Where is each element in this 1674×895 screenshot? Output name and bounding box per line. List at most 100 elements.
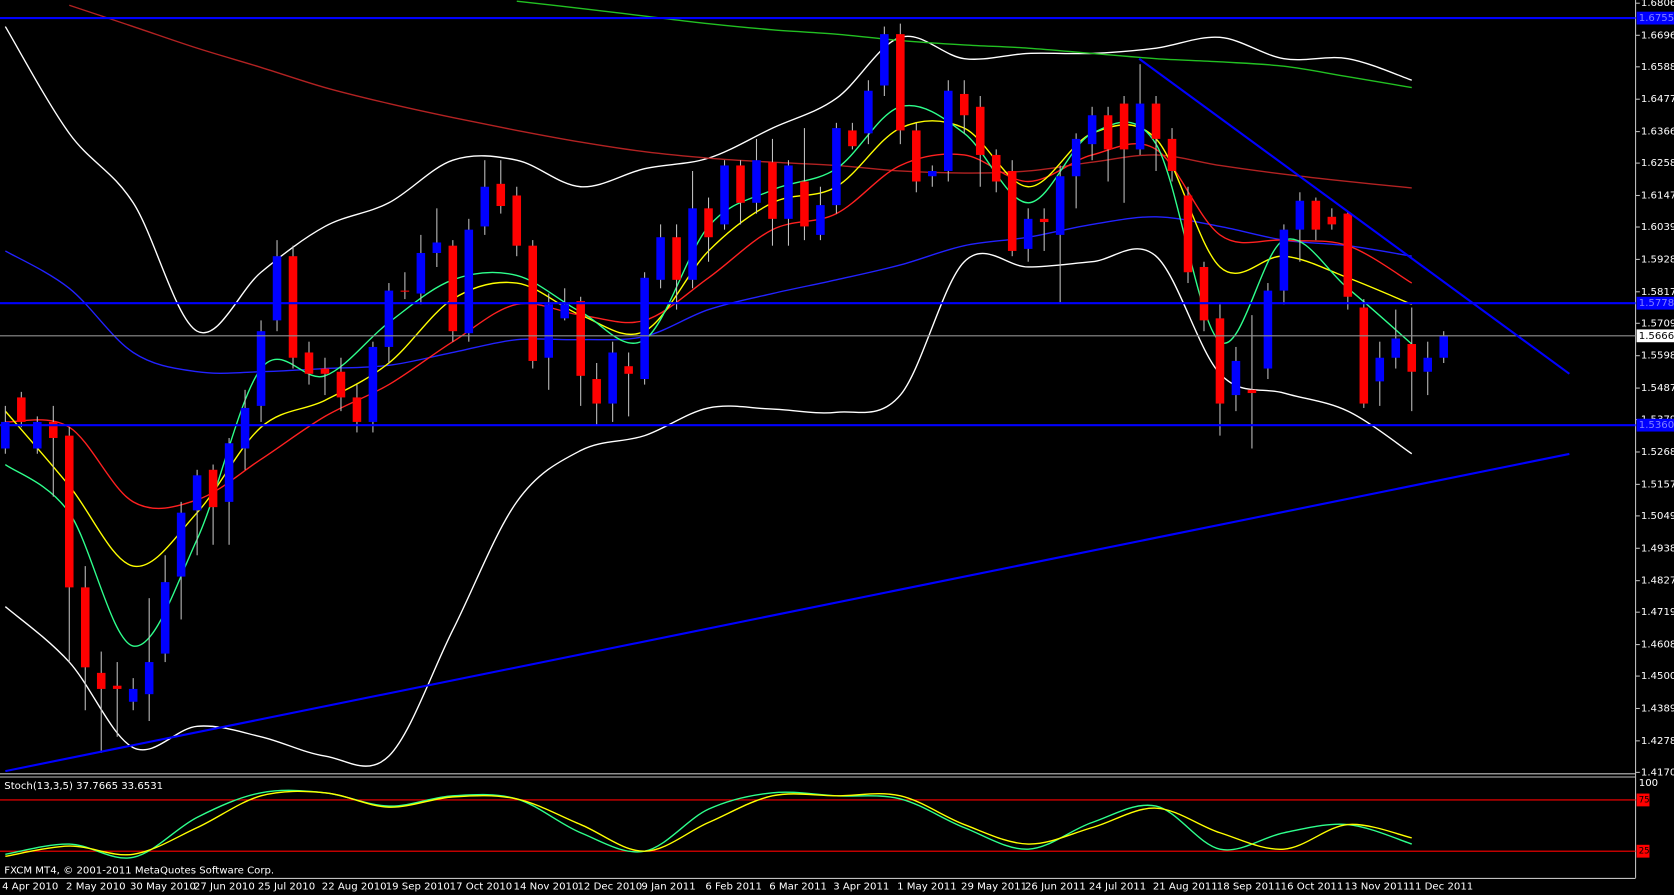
candle-body	[480, 186, 490, 227]
candle-body	[1391, 338, 1401, 358]
y-tick-label: 1.45000	[1641, 671, 1674, 682]
candle-body	[640, 277, 649, 380]
candle-body	[1263, 290, 1273, 369]
candle-body	[592, 379, 601, 404]
candle-body	[368, 346, 378, 422]
x-tick-label: 21 Aug 2011	[1153, 881, 1218, 892]
x-tick-label: 12 Dec 2010	[577, 881, 642, 892]
candle-body	[1183, 195, 1193, 273]
candle-body	[832, 128, 841, 206]
x-tick-label: 2 May 2010	[66, 881, 126, 892]
candle-body	[544, 304, 553, 358]
candle-body	[1039, 218, 1049, 223]
x-tick-label: 3 Apr 2011	[833, 881, 889, 892]
y-tick-label: 1.54870	[1641, 383, 1674, 394]
y-tick-label: 1.49380	[1641, 543, 1674, 554]
y-tick-label: 1.50490	[1641, 511, 1674, 522]
stoch-line	[5, 790, 1412, 858]
y-tick-label: 1.43890	[1641, 703, 1674, 714]
candle-body	[49, 421, 58, 438]
price-label-box	[1636, 329, 1674, 343]
candle-body	[1119, 103, 1129, 150]
y-tick-label: 1.57090	[1641, 318, 1674, 329]
price-label: 1.67550	[1639, 13, 1674, 24]
y-tick-label: 1.58170	[1641, 287, 1674, 298]
price-label-box	[1636, 418, 1674, 432]
x-tick-label: 29 May 2011	[961, 881, 1027, 892]
candle-body	[464, 229, 474, 334]
candle-body	[33, 421, 42, 449]
candle-body	[80, 587, 90, 668]
candle-body	[1423, 357, 1433, 372]
candle-body	[864, 90, 873, 134]
y-tick-label: 1.64770	[1641, 94, 1674, 105]
y-tick-label: 75	[1639, 795, 1650, 805]
candle-body	[1311, 200, 1321, 230]
candle-body	[112, 685, 122, 689]
candle-body	[1199, 266, 1209, 321]
x-tick-label: 16 Oct 2011	[1281, 881, 1344, 892]
indicator-line	[4, 26, 1412, 334]
candle-body	[448, 245, 458, 332]
candle-body	[384, 290, 394, 347]
x-tick-label: 30 May 2010	[130, 881, 196, 892]
x-tick-label: 9 Jan 2011	[641, 881, 695, 892]
x-tick-label: 13 Nov 2011	[1345, 881, 1410, 892]
candle-body	[1359, 307, 1369, 404]
candle-body	[272, 256, 282, 321]
level-label-box	[1636, 844, 1650, 858]
price-label-box	[1636, 296, 1674, 310]
footer: FXCM MT4, © 2001-2011 MetaQuotes Softwar…	[4, 865, 274, 876]
x-tick-label: 17 Oct 2010	[450, 881, 513, 892]
indicator-line	[4, 248, 1413, 767]
x-tick-label: 27 Jun 2010	[194, 881, 255, 892]
candle-body	[944, 90, 953, 171]
candle-body	[224, 443, 234, 502]
candle-body	[768, 162, 777, 219]
y-tick-label: 1.60390	[1641, 222, 1674, 233]
candle-body	[1055, 176, 1065, 235]
candle-body	[208, 469, 218, 508]
candle-body	[800, 181, 809, 227]
candle-body	[1215, 318, 1225, 404]
y-tick-label: 1.46080	[1641, 640, 1674, 651]
trendline	[5, 452, 1570, 773]
candle-body	[896, 34, 905, 131]
y-tick-label: 100	[1639, 778, 1658, 789]
x-tick-label: 18 Sep 2011	[1217, 881, 1281, 892]
stoch-line	[5, 789, 1412, 859]
candle-body	[192, 475, 202, 511]
y-tick-label: 1.59280	[1641, 254, 1674, 265]
y-tick-label: 25	[1639, 847, 1650, 857]
price-label: 1.57780	[1639, 298, 1674, 309]
candle-body	[1167, 138, 1177, 171]
candle-body	[1295, 200, 1305, 230]
candle-body	[1135, 103, 1145, 150]
y-tick-label: 1.66960	[1641, 30, 1674, 41]
x-tick-label: 24 Jul 2011	[1089, 881, 1146, 892]
candle-body	[1343, 213, 1353, 297]
candle-body	[496, 183, 506, 207]
candle-body	[1407, 344, 1417, 372]
y-tick-label: 1.51570	[1641, 479, 1674, 490]
candle-body	[288, 256, 298, 358]
price-label: 1.53600	[1639, 420, 1674, 431]
x-tick-label: 4 Apr 2010	[2, 881, 58, 892]
indicator-line	[5, 143, 1413, 510]
candle-body	[352, 397, 362, 422]
candle-body	[672, 237, 681, 280]
candle-body	[704, 208, 713, 238]
candle-body	[128, 688, 138, 702]
x-tick-label: 6 Feb 2011	[705, 881, 762, 892]
candle-body	[608, 352, 617, 404]
y-tick-label: 1.41700	[1641, 767, 1674, 778]
candle-body	[432, 242, 442, 253]
candle-body	[336, 371, 346, 398]
candle-body	[576, 301, 585, 376]
candle-body	[688, 208, 697, 280]
candle-body	[848, 130, 857, 147]
x-tick-label: 25 Jul 2010	[258, 881, 315, 892]
candle-body	[752, 160, 761, 203]
candle-body	[1007, 170, 1017, 251]
